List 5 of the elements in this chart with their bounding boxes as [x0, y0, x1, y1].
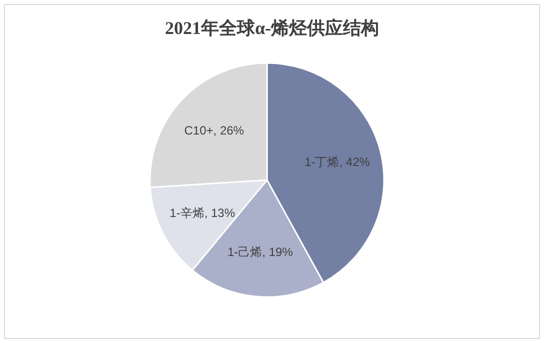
slice-label: 1-己烯, 19% [227, 245, 294, 260]
slice-label: C10+, 26% [184, 123, 244, 138]
slice-label: 1-丁烯, 42% [304, 154, 370, 169]
slice-label: 1-辛烯, 13% [170, 206, 236, 220]
chart-title: 2021年全球α-烯烃供应结构 [164, 18, 380, 38]
